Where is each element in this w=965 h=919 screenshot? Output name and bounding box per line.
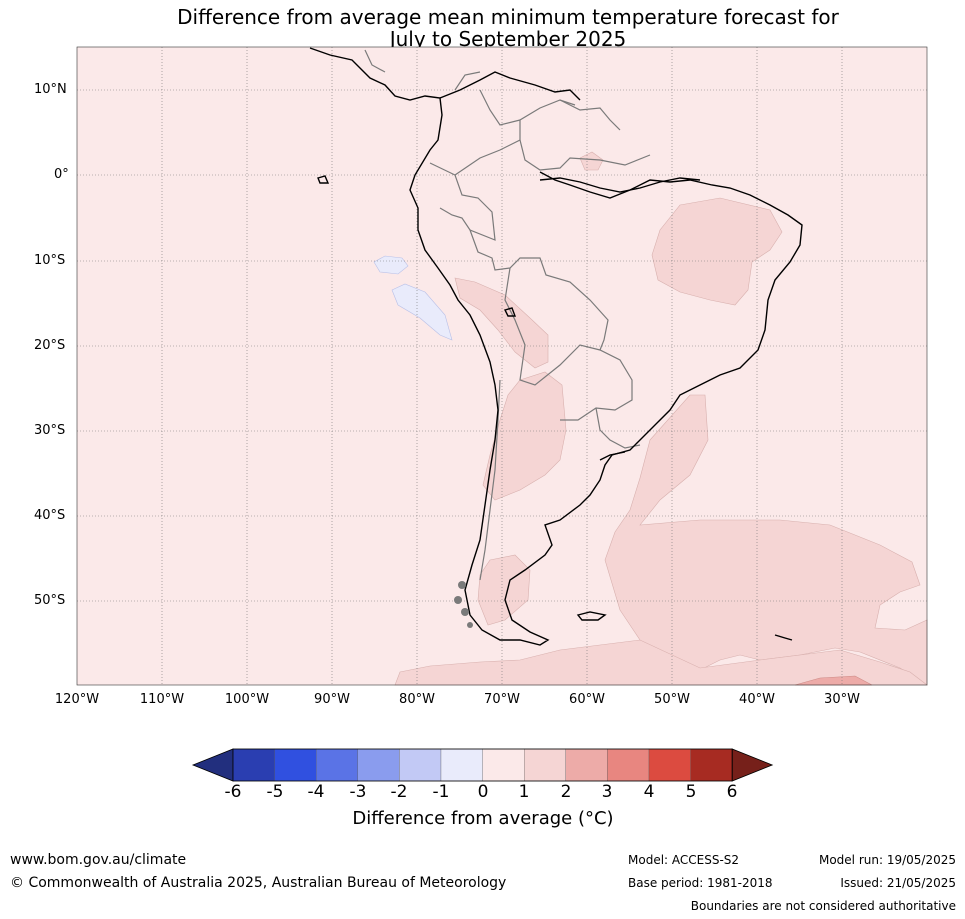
colorbar-segment — [399, 748, 442, 782]
anomaly-minus1-to-0-regions — [373, 255, 453, 341]
lon-label-90w: 90°W — [314, 692, 350, 707]
colorbar-tick-2: 2 — [560, 782, 572, 802]
map-gridlines — [77, 47, 927, 685]
coastline-south-america — [309, 47, 803, 646]
colorbar-tick-minus6: -6 — [224, 782, 242, 802]
colorbar-tick-3: 3 — [601, 782, 613, 802]
lon-label-30w: 30°W — [824, 692, 860, 707]
coastline-galapagos — [317, 175, 330, 184]
colorbar-extend-low — [191, 748, 234, 782]
lon-label-40w: 40°W — [739, 692, 775, 707]
coastline-south-georgia — [774, 634, 793, 641]
anomaly-patch-northeast-brazil — [651, 197, 783, 306]
anomaly-patch-pacific-2 — [391, 283, 453, 341]
colorbar-segment — [524, 748, 566, 782]
colorbar — [191, 748, 774, 782]
colorbar-tick-6: 6 — [726, 782, 738, 802]
footer-model-run: Model run: 19/05/2025 — [818, 853, 956, 867]
lon-label-120w: 120°W — [54, 692, 100, 707]
colorbar-tick-5: 5 — [685, 782, 697, 802]
colorbar-segment — [232, 748, 275, 782]
lon-label-80w: 80°W — [399, 692, 435, 707]
colorbar-tick-1: 1 — [518, 782, 530, 802]
footer-base-period: Base period: 1981-2018 — [628, 876, 773, 890]
colorbar-segment — [274, 748, 317, 782]
coastline-caribbean — [439, 71, 581, 101]
lat-label-50s: 50°S — [34, 593, 66, 608]
colorbar-segment — [440, 748, 483, 782]
lat-label-20s: 20°S — [34, 338, 66, 353]
coastlines — [309, 47, 803, 646]
colorbar-tick-minus3: -3 — [349, 782, 367, 802]
chart-title-line-2: July to September 2025 — [389, 27, 627, 51]
footer-website: www.bom.gov.au/climate — [10, 852, 187, 868]
colorbar-segment — [607, 748, 650, 782]
colorbar-title: Difference from average (°C) — [352, 808, 614, 829]
colorbar-segment — [482, 748, 525, 782]
lon-label-110w: 110°W — [139, 692, 185, 707]
anomaly-patch-patagonia — [477, 554, 531, 626]
colorbar-extend-high — [731, 748, 774, 782]
chart-title-line-1: Difference from average mean minimum tem… — [177, 5, 839, 29]
colorbar-tick-minus5: -5 — [266, 782, 284, 802]
colorbar-segment — [648, 748, 691, 782]
country-borders — [364, 49, 651, 581]
colorbar-frame — [232, 748, 733, 782]
colorbar-tick-minus2: -2 — [390, 782, 408, 802]
colorbar-tick-4: 4 — [643, 782, 655, 802]
coastline-lake-titicaca — [503, 307, 517, 317]
lon-label-70w: 70°W — [484, 692, 520, 707]
lon-label-60w: 60°W — [569, 692, 605, 707]
lon-label-50w: 50°W — [654, 692, 690, 707]
anomaly-patch-argentina-chile — [482, 371, 567, 501]
lat-label-10s: 10°S — [34, 253, 66, 268]
colorbar-segment — [316, 748, 358, 782]
anomaly-patch-pacific-1 — [373, 255, 409, 275]
coastline-falklands — [576, 611, 607, 621]
coastline-rio-plata — [599, 451, 626, 461]
lat-label-40s: 40°S — [34, 508, 66, 523]
lat-label-0: 0° — [54, 167, 69, 182]
chilean-fjords — [454, 581, 473, 628]
anomaly-patch-amazon-small — [579, 151, 604, 171]
footer-model: Model: ACCESS-S2 — [628, 853, 740, 867]
colorbar-tick-minus4: -4 — [307, 782, 325, 802]
colorbar-tick-0: 0 — [477, 782, 489, 802]
colorbar-segment — [690, 748, 733, 782]
lon-label-100w: 100°W — [224, 692, 270, 707]
footer-issued: Issued: 21/05/2025 — [840, 876, 956, 890]
footer-copyright: © Commonwealth of Australia 2025, Austra… — [10, 875, 507, 891]
anomaly-patch-southern-ocean — [394, 639, 928, 686]
lat-label-30s: 30°S — [34, 423, 66, 438]
footer-disclaimer: Boundaries are not considered authoritat… — [690, 899, 956, 913]
lat-label-10n: 10°N — [34, 82, 67, 97]
colorbar-segment — [357, 748, 400, 782]
coastline-amazon-river — [539, 177, 701, 193]
colorbar-segment — [565, 748, 608, 782]
colorbar-tick-minus1: -1 — [432, 782, 450, 802]
map-frame — [76, 46, 928, 686]
